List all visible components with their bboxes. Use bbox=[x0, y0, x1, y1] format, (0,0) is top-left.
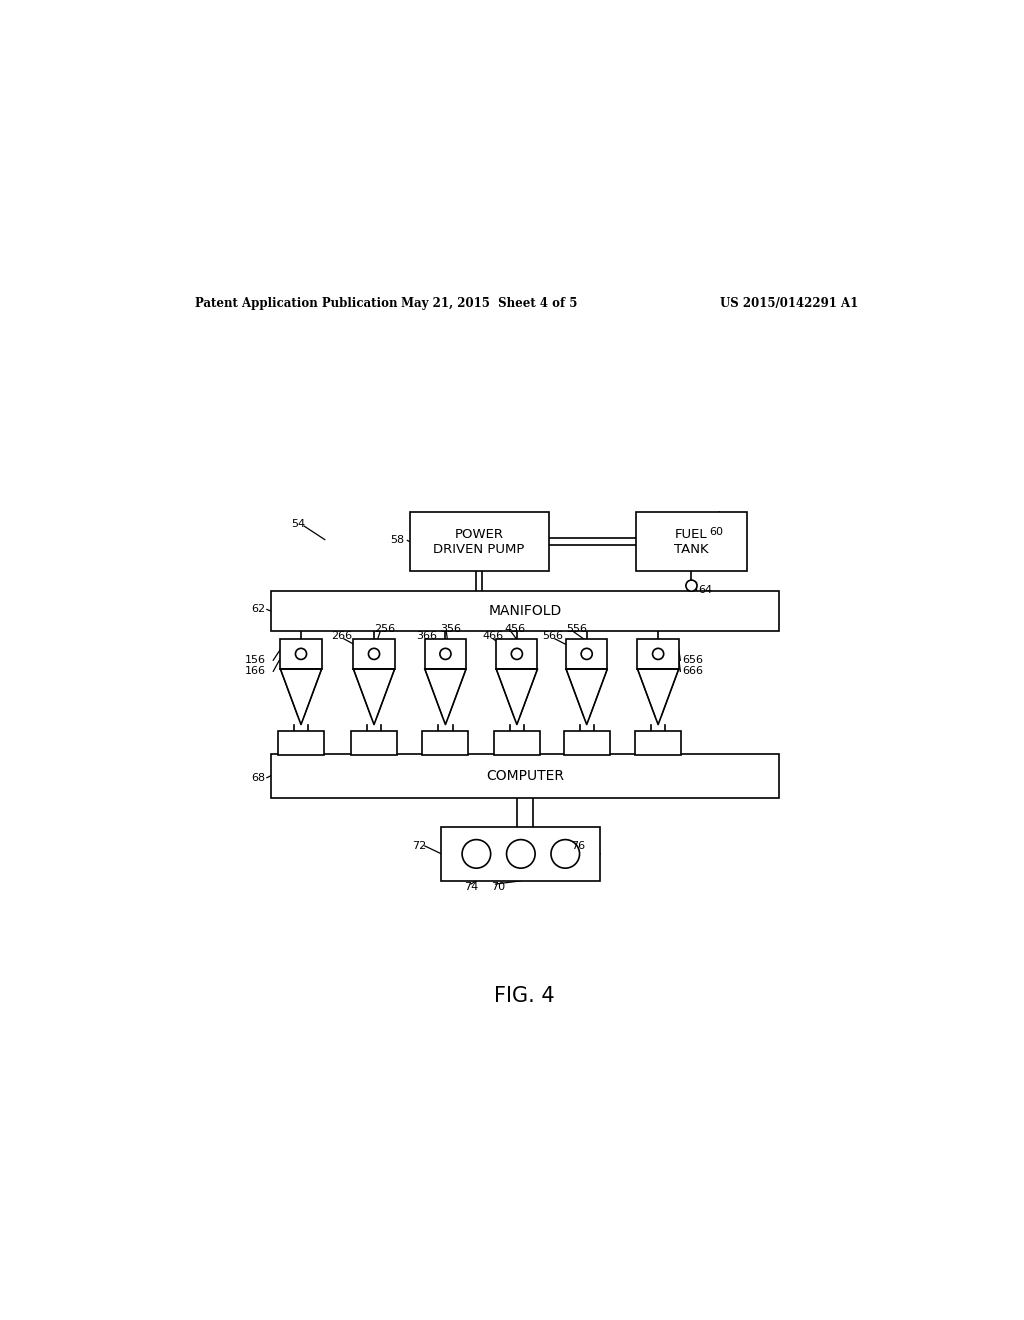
Bar bbox=[270, 591, 779, 631]
Bar bbox=[563, 731, 609, 755]
Text: 54: 54 bbox=[291, 519, 305, 529]
Text: Patent Application Publication: Patent Application Publication bbox=[196, 297, 398, 310]
Text: 566: 566 bbox=[543, 631, 563, 642]
Circle shape bbox=[551, 840, 580, 869]
Bar bbox=[636, 512, 748, 572]
Text: 156: 156 bbox=[245, 655, 265, 665]
Text: 556: 556 bbox=[566, 623, 587, 634]
Bar bbox=[423, 731, 468, 755]
Circle shape bbox=[462, 840, 490, 869]
Text: POWER
DRIVEN PUMP: POWER DRIVEN PUMP bbox=[433, 528, 525, 556]
Circle shape bbox=[507, 840, 536, 869]
Bar bbox=[425, 639, 466, 669]
Bar bbox=[566, 639, 607, 669]
Text: 256: 256 bbox=[374, 623, 395, 634]
Text: 366: 366 bbox=[416, 631, 437, 642]
Bar bbox=[638, 639, 679, 669]
Text: 166: 166 bbox=[245, 667, 265, 676]
Bar bbox=[270, 754, 779, 797]
Circle shape bbox=[296, 648, 306, 660]
Circle shape bbox=[369, 648, 380, 660]
Text: 266: 266 bbox=[331, 631, 352, 642]
Circle shape bbox=[440, 648, 451, 660]
Text: 666: 666 bbox=[682, 667, 702, 676]
Bar bbox=[497, 639, 538, 669]
Text: COMPUTER: COMPUTER bbox=[485, 768, 564, 783]
Text: May 21, 2015  Sheet 4 of 5: May 21, 2015 Sheet 4 of 5 bbox=[401, 297, 578, 310]
Text: 74: 74 bbox=[465, 882, 479, 892]
Bar bbox=[351, 731, 397, 755]
Text: 72: 72 bbox=[412, 841, 426, 851]
Text: US 2015/0142291 A1: US 2015/0142291 A1 bbox=[720, 297, 858, 310]
Bar bbox=[281, 639, 322, 669]
Bar bbox=[441, 826, 600, 880]
Bar bbox=[353, 639, 394, 669]
Text: 456: 456 bbox=[504, 623, 525, 634]
Text: 60: 60 bbox=[709, 527, 723, 537]
Text: FIG. 4: FIG. 4 bbox=[495, 986, 555, 1006]
Text: 76: 76 bbox=[570, 841, 585, 851]
Text: MANIFOLD: MANIFOLD bbox=[488, 605, 561, 618]
Bar bbox=[278, 731, 324, 755]
Text: 58: 58 bbox=[390, 536, 404, 545]
Text: 466: 466 bbox=[482, 631, 503, 642]
Text: 68: 68 bbox=[251, 772, 265, 783]
Circle shape bbox=[582, 648, 592, 660]
Text: FUEL
TANK: FUEL TANK bbox=[674, 528, 709, 556]
Text: 356: 356 bbox=[440, 623, 461, 634]
Text: 656: 656 bbox=[682, 655, 702, 665]
Bar bbox=[635, 731, 681, 755]
Text: 64: 64 bbox=[697, 585, 712, 595]
Circle shape bbox=[686, 579, 697, 591]
Bar bbox=[410, 512, 549, 572]
Circle shape bbox=[652, 648, 664, 660]
Text: 70: 70 bbox=[490, 882, 505, 892]
Text: 62: 62 bbox=[251, 605, 265, 615]
Circle shape bbox=[511, 648, 522, 660]
Bar bbox=[494, 731, 540, 755]
